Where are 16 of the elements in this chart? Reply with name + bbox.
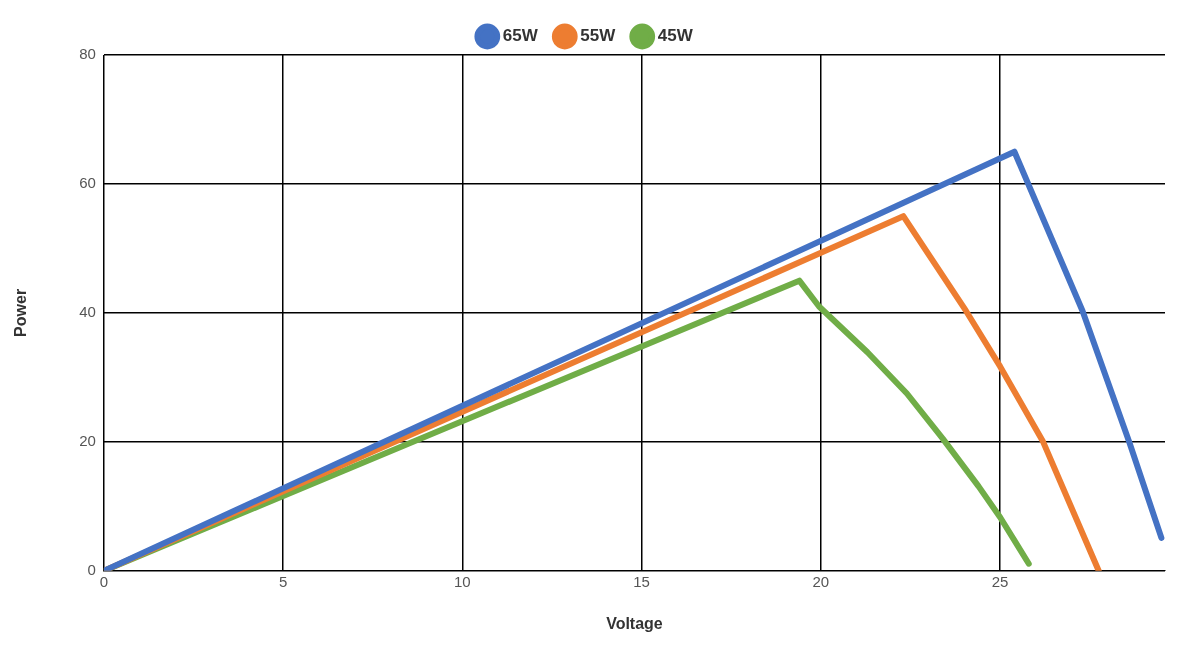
x-tick-label: 25	[991, 572, 1009, 590]
x-tick-label: 0	[99, 572, 109, 590]
x-tick-label: 5	[278, 572, 288, 590]
legend-label: 55W	[580, 26, 617, 46]
y-axis-title: Power	[12, 288, 30, 337]
x-tick-label: 20	[812, 572, 830, 590]
y-tick-label: 40	[79, 303, 96, 321]
legend-label: 65W	[502, 26, 539, 46]
y-tick-label: 20	[79, 431, 96, 449]
legend-label: 45W	[657, 26, 694, 46]
y-tick-label: 0	[87, 560, 96, 578]
x-axis-title: Voltage	[606, 614, 663, 632]
y-tick-label: 60	[79, 174, 96, 192]
x-tick-label: 10	[454, 572, 471, 590]
y-tick-label: 80	[79, 45, 96, 63]
x-tick-label: 15	[633, 572, 650, 590]
